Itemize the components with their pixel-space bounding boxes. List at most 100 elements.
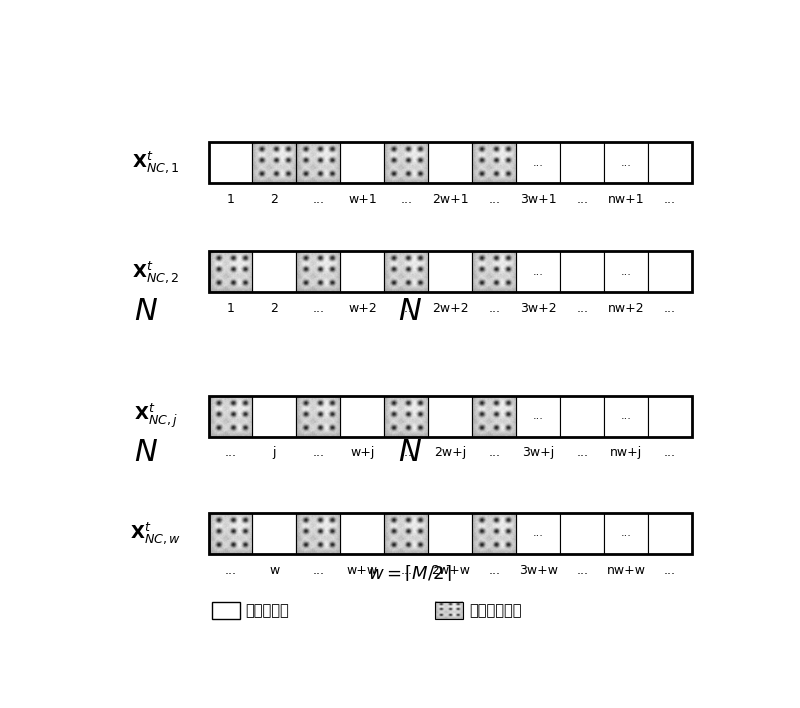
Bar <box>435 602 462 620</box>
Text: 3w+j: 3w+j <box>522 447 554 459</box>
Bar <box>472 251 516 292</box>
Bar <box>209 251 692 292</box>
Bar <box>516 251 560 292</box>
Text: ...: ... <box>576 193 588 206</box>
Bar <box>253 513 297 554</box>
Bar <box>209 513 253 554</box>
Bar <box>297 251 340 292</box>
Bar <box>428 396 472 437</box>
Text: w+w: w+w <box>347 564 378 576</box>
Bar <box>297 396 340 437</box>
Text: nw+1: nw+1 <box>608 193 645 206</box>
Text: 转发的数据: 转发的数据 <box>246 603 290 618</box>
Bar <box>340 142 384 183</box>
Text: 2: 2 <box>270 193 278 206</box>
Bar <box>560 513 604 554</box>
Text: $\it{N}$: $\it{N}$ <box>398 296 422 326</box>
Text: ...: ... <box>488 193 500 206</box>
Bar <box>209 142 253 183</box>
Text: w: w <box>270 564 279 576</box>
Text: ...: ... <box>533 411 544 421</box>
Text: 2w+w: 2w+w <box>430 564 470 576</box>
Text: ...: ... <box>533 267 544 277</box>
Text: 2w+j: 2w+j <box>434 447 466 459</box>
Bar <box>209 396 253 437</box>
Text: ...: ... <box>576 447 588 459</box>
Bar <box>209 142 692 183</box>
Bar <box>384 396 428 437</box>
Bar <box>297 142 340 183</box>
Bar <box>209 396 692 437</box>
Bar <box>428 251 472 292</box>
Text: ...: ... <box>576 302 588 315</box>
Bar <box>516 396 560 437</box>
Text: ...: ... <box>313 193 325 206</box>
Bar <box>384 251 428 292</box>
Bar <box>560 396 604 437</box>
Text: 3w+1: 3w+1 <box>520 193 557 206</box>
Text: ...: ... <box>621 528 631 538</box>
Text: nw+j: nw+j <box>610 447 642 459</box>
Text: 2w+1: 2w+1 <box>432 193 469 206</box>
Text: 2: 2 <box>270 302 278 315</box>
Text: ...: ... <box>225 447 237 459</box>
Bar <box>516 513 560 554</box>
Bar <box>209 251 253 292</box>
Text: ...: ... <box>621 411 631 421</box>
Text: ...: ... <box>400 193 412 206</box>
Text: $\mathbf{X}^{t}_{NC,j}$: $\mathbf{X}^{t}_{NC,j}$ <box>134 402 178 430</box>
Text: 1: 1 <box>226 302 234 315</box>
Text: ...: ... <box>621 267 631 277</box>
Text: nw+2: nw+2 <box>608 302 645 315</box>
Bar <box>340 513 384 554</box>
Text: $\mathbf{X}^{t}_{NC,2}$: $\mathbf{X}^{t}_{NC,2}$ <box>132 259 179 285</box>
Text: ...: ... <box>313 302 325 315</box>
Text: ...: ... <box>488 302 500 315</box>
Bar <box>604 396 648 437</box>
Bar <box>253 396 297 437</box>
Text: $\mathbf{X}^{t}_{NC,1}$: $\mathbf{X}^{t}_{NC,1}$ <box>132 150 180 176</box>
Text: $\it{N}$: $\it{N}$ <box>398 438 422 469</box>
Text: 不转发的数据: 不转发的数据 <box>469 603 522 618</box>
Bar <box>211 602 239 620</box>
Bar <box>604 513 648 554</box>
Bar <box>648 251 692 292</box>
Text: w+2: w+2 <box>348 302 377 315</box>
Bar <box>560 142 604 183</box>
Text: ...: ... <box>400 447 412 459</box>
Bar <box>428 142 472 183</box>
Text: j: j <box>273 447 276 459</box>
Text: ...: ... <box>533 528 544 538</box>
Text: 3w+2: 3w+2 <box>520 302 557 315</box>
Text: ...: ... <box>576 564 588 576</box>
Bar <box>472 142 516 183</box>
Bar <box>604 142 648 183</box>
Text: 3w+w: 3w+w <box>518 564 558 576</box>
Text: $\it{N}$: $\it{N}$ <box>134 296 158 326</box>
Text: ...: ... <box>664 302 676 315</box>
Bar <box>472 396 516 437</box>
Text: ...: ... <box>621 158 631 168</box>
Text: $\mathbf{X}^{t}_{NC,w}$: $\mathbf{X}^{t}_{NC,w}$ <box>130 520 182 546</box>
Text: w+1: w+1 <box>348 193 377 206</box>
Text: ...: ... <box>313 447 325 459</box>
Bar <box>209 513 692 554</box>
Bar <box>560 251 604 292</box>
Bar <box>297 513 340 554</box>
Text: 2w+2: 2w+2 <box>432 302 469 315</box>
Text: ...: ... <box>664 193 676 206</box>
Text: ...: ... <box>313 564 325 576</box>
Bar <box>516 142 560 183</box>
Text: $w = \lceil M/2 \rceil$: $w = \lceil M/2 \rceil$ <box>368 563 452 583</box>
Text: $\it{N}$: $\it{N}$ <box>134 438 158 469</box>
Bar <box>472 513 516 554</box>
Bar <box>340 396 384 437</box>
Bar <box>604 251 648 292</box>
Text: w+j: w+j <box>350 447 374 459</box>
Text: ...: ... <box>488 564 500 576</box>
Bar <box>648 396 692 437</box>
Text: ...: ... <box>664 447 676 459</box>
Text: nw+w: nw+w <box>606 564 646 576</box>
Bar <box>648 513 692 554</box>
Text: ...: ... <box>533 158 544 168</box>
